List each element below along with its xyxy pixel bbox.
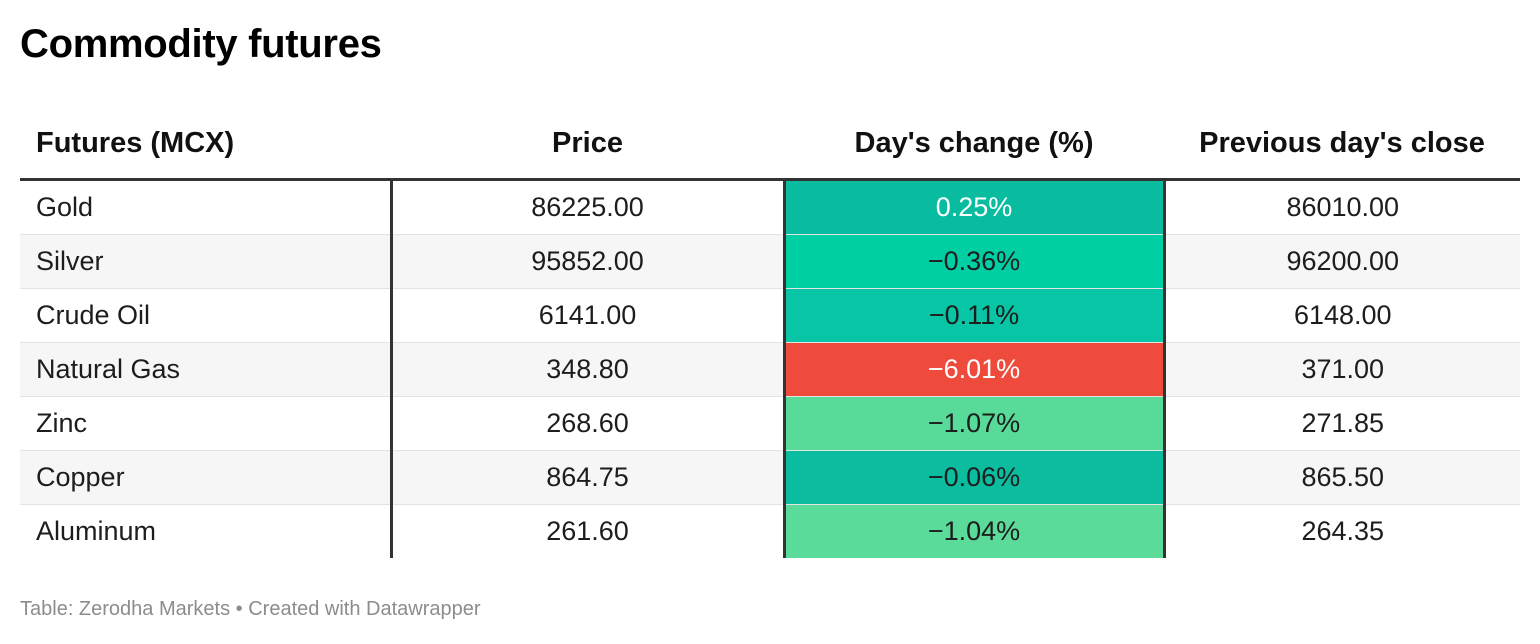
cell-previous-close: 86010.00: [1164, 179, 1520, 235]
cell-price: 261.60: [391, 504, 786, 558]
cell-commodity-name: Crude Oil: [20, 288, 393, 343]
cell-previous-close: 271.85: [1164, 396, 1520, 451]
cell-commodity-name: Gold: [20, 179, 393, 235]
cell-previous-close: 264.35: [1301, 516, 1385, 546]
cell-days-change: −0.11%: [784, 288, 1166, 343]
table-row: Aluminum 261.60 −1.04% 264.35: [20, 504, 1520, 558]
cell-previous-close: 371.00: [1164, 342, 1520, 397]
cell-days-change: −6.01%: [784, 342, 1166, 397]
table-row: Copper 864.75 −0.06% 865.50: [20, 450, 1520, 505]
commodity-table: Futures (MCX) Price Day's change (%) Pre…: [20, 108, 1520, 558]
column-header-previous-close[interactable]: Previous day's close: [1164, 108, 1520, 181]
cell-days-change: −1.04%: [784, 504, 1166, 558]
cell-price: 864.75: [391, 450, 786, 505]
column-header-days-change[interactable]: Day's change (%): [784, 108, 1164, 181]
source-note: Table: Zerodha Markets • Created with Da…: [20, 598, 481, 620]
header-row: Futures (MCX) Price Day's change (%) Pre…: [20, 108, 1520, 181]
table-row: Gold 86225.00 0.25% 86010.00: [20, 179, 1520, 235]
table-row: Natural Gas 348.80 −6.01% 371.00: [20, 342, 1520, 397]
cell-days-change: 0.25%: [784, 179, 1166, 235]
cell-commodity-name: Aluminum: [20, 504, 393, 558]
cell-days-change: −0.06%: [784, 450, 1166, 505]
cell-price: 86225.00: [391, 179, 786, 235]
cell-commodity-name: Silver: [20, 234, 393, 289]
cell-previous-close: 865.50: [1164, 450, 1520, 505]
table-row: Crude Oil 6141.00 −0.11% 6148.00: [20, 288, 1520, 343]
table-row: Silver 95852.00 −0.36% 96200.00: [20, 234, 1520, 289]
table-row: Zinc 268.60 −1.07% 271.85: [20, 396, 1520, 451]
cell-previous-close: 96200.00: [1164, 234, 1520, 289]
cell-days-change: −1.07%: [784, 396, 1166, 451]
chart-title: Commodity futures: [20, 22, 382, 66]
table-body: Gold 86225.00 0.25% 86010.00 Silver 95852.00−…: [20, 179, 1520, 558]
cell-days-change: −0.36%: [784, 234, 1166, 289]
cell-price: 6141.00: [391, 288, 786, 343]
cell-commodity-name: Copper: [20, 450, 393, 505]
cell-commodity-name: Natural Gas: [20, 342, 393, 397]
column-header-price[interactable]: Price: [391, 108, 784, 181]
cell-price: 348.80: [391, 342, 786, 397]
cell-price: 95852.00: [391, 234, 786, 289]
cell-previous-close: 6148.00: [1164, 288, 1520, 343]
cell-commodity-name: Zinc: [20, 396, 393, 451]
cell-price: 268.60: [391, 396, 786, 451]
column-header-futures[interactable]: Futures (MCX): [20, 108, 391, 181]
